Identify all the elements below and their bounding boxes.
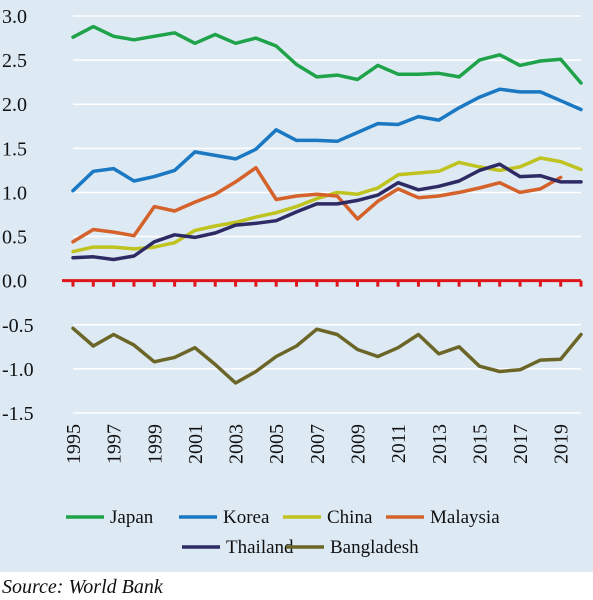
- y-tick-label: 3.0: [2, 6, 27, 28]
- x-tick-label: 1995: [63, 424, 85, 464]
- x-tick-label: 2011: [388, 424, 410, 463]
- source-note: Source: World Bank: [2, 576, 163, 598]
- x-axis: 1995 1997 1999 2001 2003 2005 2007 2009 2011 2013…: [63, 424, 573, 464]
- y-tick-label: 0.0: [2, 271, 27, 293]
- y-tick-label: -0.5: [2, 315, 34, 337]
- y-tick-label: 0.5: [2, 227, 27, 249]
- zero-axis: [62, 279, 583, 287]
- legend-label-thailand: Thailand: [226, 537, 294, 558]
- x-tick-label: 2003: [226, 424, 248, 464]
- series-lines: [71, 24, 583, 385]
- series-line-japan: [71, 24, 583, 85]
- legend-label-korea: Korea: [223, 507, 270, 528]
- series-line-thailand: [71, 162, 583, 262]
- gridlines: [73, 15, 581, 414]
- line-chart: 3.02.52.01.51.00.50.0-0.5-1.0-1.5 1995 19…: [2, 6, 583, 558]
- y-axis: 3.0 2.5 2.0 1.5 1.0 0.5 0.0 -0.5 -1.0 -1.5: [2, 6, 34, 425]
- x-tick-label: 2001: [185, 424, 207, 464]
- legend: Japan Korea China Malaysia Thailand Banglades…: [66, 507, 500, 558]
- x-tick-label: 1997: [104, 424, 126, 464]
- legend-label-bangladesh: Bangladesh: [330, 537, 419, 558]
- x-tick-label: 2007: [307, 424, 329, 464]
- x-tick-label: 2015: [469, 424, 491, 464]
- x-tick-label: 2019: [551, 424, 573, 464]
- x-tick-label: 2009: [347, 424, 369, 464]
- x-tick-label: 2013: [429, 424, 451, 464]
- y-tick-label: 2.0: [2, 94, 27, 116]
- x-tick-label: 1999: [144, 424, 166, 464]
- series-line-bangladesh: [71, 326, 583, 385]
- x-tick-label: 2005: [266, 424, 288, 464]
- series-line-korea: [71, 87, 583, 193]
- legend-label-malaysia: Malaysia: [430, 507, 500, 528]
- y-tick-label: 1.5: [2, 138, 27, 160]
- y-tick-label: -1.5: [2, 403, 34, 425]
- legend-label-china: China: [327, 507, 373, 528]
- x-tick-label: 2017: [510, 424, 532, 464]
- y-tick-label: 1.0: [2, 182, 27, 204]
- y-tick-label: 2.5: [2, 50, 27, 72]
- y-tick-label: -1.0: [2, 359, 34, 381]
- legend-label-japan: Japan: [110, 507, 154, 528]
- series-line-malaysia: [71, 165, 563, 244]
